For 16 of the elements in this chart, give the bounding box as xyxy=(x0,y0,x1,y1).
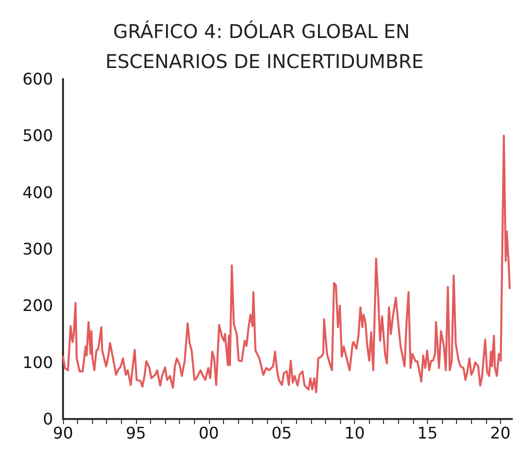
x-tick-label: 95 xyxy=(126,424,146,442)
x-tick-label: 15 xyxy=(417,424,438,442)
x-tick-label: 05 xyxy=(271,424,292,442)
y-tick-label: 200 xyxy=(22,296,53,316)
y-tick-label: 400 xyxy=(22,182,53,202)
y-tick-label: 300 xyxy=(22,240,53,258)
line-series xyxy=(62,134,511,394)
x-tick-label: 00 xyxy=(198,424,219,442)
y-tick-label: 500 xyxy=(22,126,53,146)
x-tick-label: 20 xyxy=(490,424,511,442)
y-tick-label: 100 xyxy=(22,352,53,372)
y-tick-label: 0 xyxy=(42,410,53,428)
chart-title: GRÁFICO 4: DÓLAR GLOBAL EN ESCENARIOS DE INCERTIDUMBRE xyxy=(105,20,424,73)
x-tick-label: 90 xyxy=(52,424,74,442)
x-tick-label: 10 xyxy=(344,424,365,442)
y-tick-label: 600 xyxy=(22,70,53,88)
